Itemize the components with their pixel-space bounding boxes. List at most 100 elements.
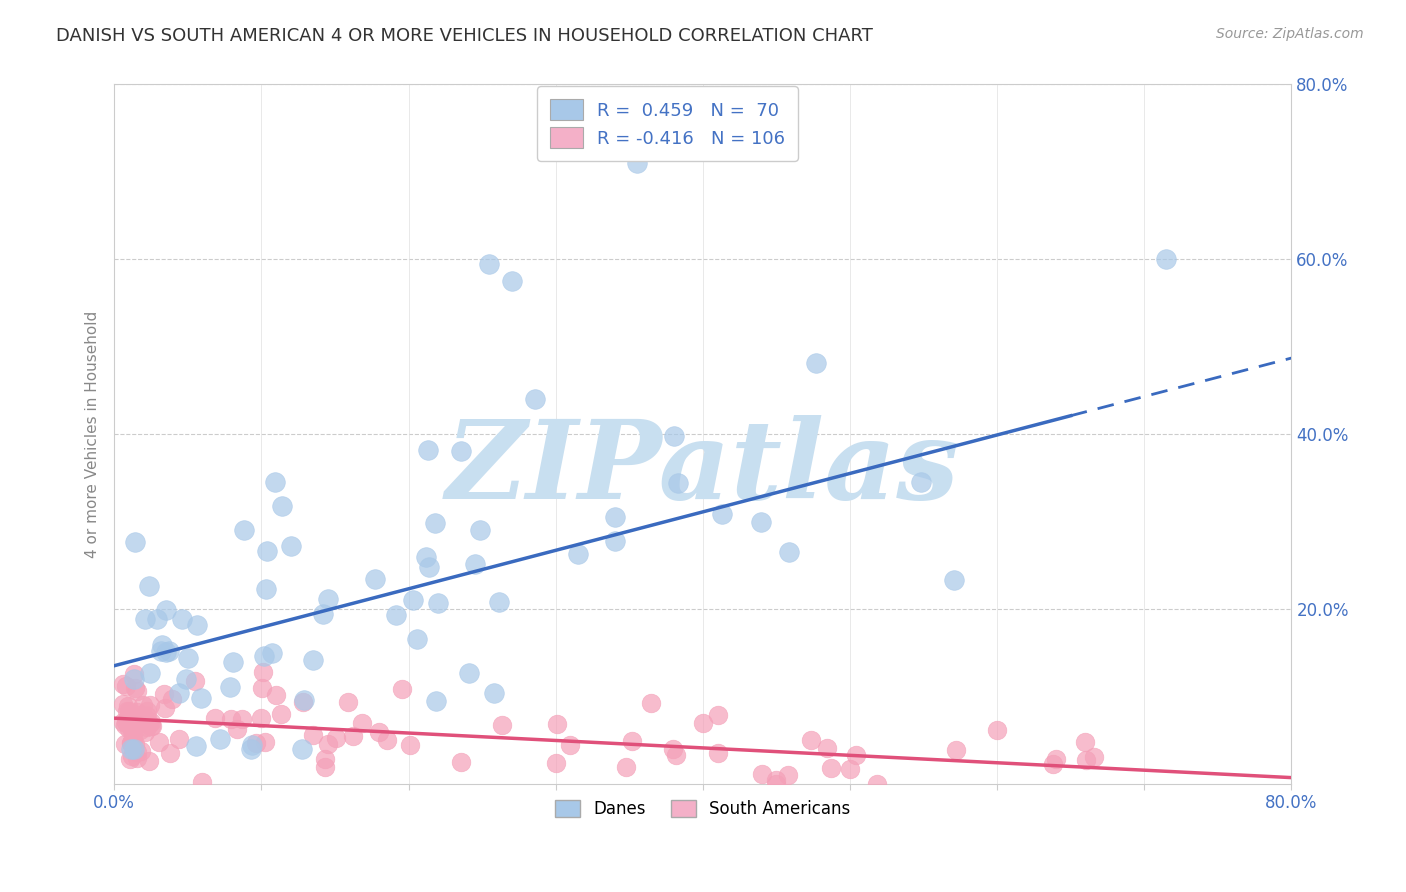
- Point: [800, 733, 823, 747]
- Point: [256, 543, 278, 558]
- Point: [155, 603, 177, 617]
- Point: [546, 717, 568, 731]
- Point: [122, 667, 145, 681]
- Point: [122, 730, 145, 744]
- Point: [127, 751, 149, 765]
- Point: [167, 685, 190, 699]
- Point: [450, 755, 472, 769]
- Point: [776, 768, 799, 782]
- Point: [124, 535, 146, 549]
- Point: [120, 741, 142, 756]
- Point: [342, 729, 364, 743]
- Point: [135, 720, 157, 734]
- Point: [150, 638, 173, 652]
- Point: [131, 698, 153, 712]
- Point: [174, 673, 197, 687]
- Point: [464, 558, 486, 572]
- Point: [270, 706, 292, 721]
- Point: [620, 733, 643, 747]
- Point: [614, 760, 637, 774]
- Point: [665, 748, 688, 763]
- Point: [121, 733, 143, 747]
- Point: [153, 700, 176, 714]
- Point: [751, 766, 773, 780]
- Point: [120, 736, 142, 750]
- Point: [117, 712, 139, 726]
- Point: [190, 691, 212, 706]
- Point: [815, 741, 838, 756]
- Point: [112, 714, 135, 729]
- Point: [314, 760, 336, 774]
- Point: [122, 672, 145, 686]
- Point: [1042, 756, 1064, 771]
- Point: [139, 698, 162, 712]
- Point: [325, 731, 347, 745]
- Point: [291, 741, 314, 756]
- Point: [191, 775, 214, 789]
- Point: [129, 723, 152, 738]
- Point: [491, 717, 513, 731]
- Point: [765, 772, 787, 787]
- Point: [468, 524, 491, 538]
- Point: [150, 644, 173, 658]
- Point: [1074, 735, 1097, 749]
- Point: [111, 676, 134, 690]
- Point: [640, 696, 662, 710]
- Point: [302, 653, 325, 667]
- Point: [292, 693, 315, 707]
- Point: [367, 725, 389, 739]
- Point: [240, 738, 263, 752]
- Point: [122, 723, 145, 737]
- Point: [141, 718, 163, 732]
- Point: [155, 645, 177, 659]
- Point: [567, 547, 589, 561]
- Point: [488, 595, 510, 609]
- Point: [427, 596, 450, 610]
- Point: [139, 666, 162, 681]
- Point: [260, 646, 283, 660]
- Point: [765, 777, 787, 791]
- Point: [478, 257, 501, 271]
- Point: [707, 707, 730, 722]
- Point: [132, 710, 155, 724]
- Text: Source: ZipAtlas.com: Source: ZipAtlas.com: [1216, 27, 1364, 41]
- Point: [839, 762, 862, 776]
- Point: [910, 475, 932, 489]
- Point: [391, 682, 413, 697]
- Point: [418, 559, 440, 574]
- Point: [209, 732, 232, 747]
- Point: [114, 679, 136, 693]
- Point: [135, 708, 157, 723]
- Point: [986, 723, 1008, 737]
- Point: [336, 695, 359, 709]
- Point: [450, 444, 472, 458]
- Point: [233, 523, 256, 537]
- Point: [405, 632, 427, 647]
- Point: [118, 704, 141, 718]
- Point: [662, 741, 685, 756]
- Point: [1074, 753, 1097, 767]
- Point: [118, 706, 141, 721]
- Point: [662, 429, 685, 443]
- Point: [692, 716, 714, 731]
- Point: [312, 607, 335, 622]
- Point: [219, 712, 242, 726]
- Point: [138, 717, 160, 731]
- Point: [218, 681, 240, 695]
- Point: [129, 744, 152, 758]
- Point: [252, 665, 274, 680]
- Y-axis label: 4 or more Vehicles in Household: 4 or more Vehicles in Household: [86, 310, 100, 558]
- Point: [626, 156, 648, 170]
- Point: [415, 550, 437, 565]
- Point: [186, 617, 208, 632]
- Point: [350, 715, 373, 730]
- Point: [184, 739, 207, 753]
- Point: [302, 728, 325, 742]
- Point: [157, 644, 180, 658]
- Point: [458, 666, 481, 681]
- Point: [245, 736, 267, 750]
- Point: [138, 754, 160, 768]
- Point: [114, 718, 136, 732]
- Point: [138, 578, 160, 592]
- Point: [121, 749, 143, 764]
